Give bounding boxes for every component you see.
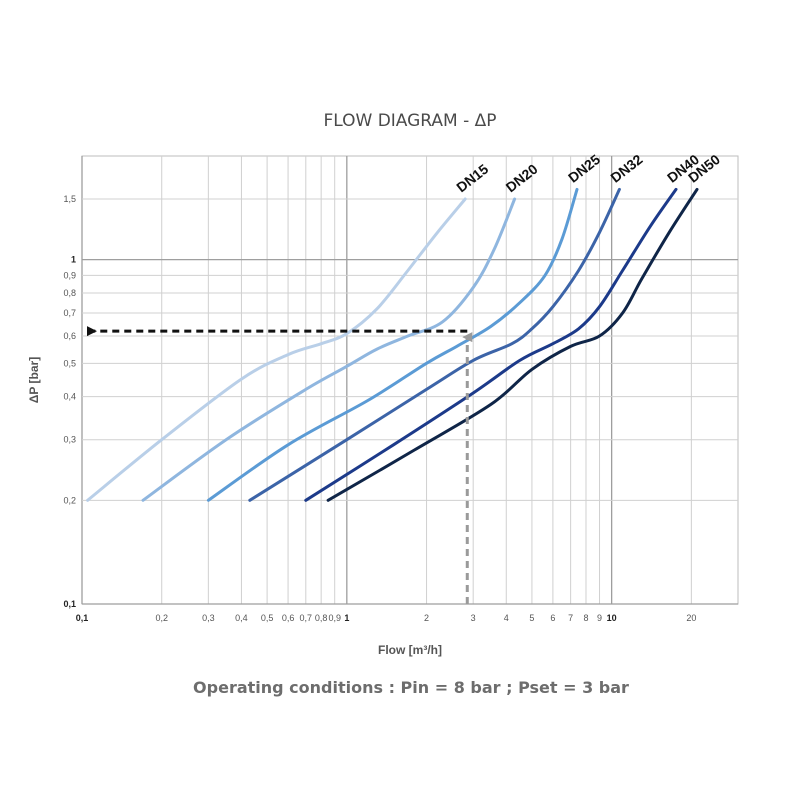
- x-tick-label: 0,2: [155, 613, 168, 623]
- y-tick-label: 0,5: [63, 358, 76, 368]
- y-axis-ticks: 0,1 0,2 0,3 0,4 0,5 0,6 0,7 0,8 0,9 1 1,5: [63, 194, 76, 609]
- x-tick-label: 4: [504, 613, 509, 623]
- series-line-dn50: [326, 187, 699, 502]
- series-line-dn40: [304, 187, 678, 502]
- series-label-dn15: DN15: [453, 161, 491, 196]
- x-tick-label: 5: [529, 613, 534, 623]
- y-tick-label: 0,2: [63, 495, 76, 505]
- x-axis-label: Flow [m³/h]: [378, 643, 442, 657]
- series-line-dn15: [86, 197, 467, 502]
- x-tick-label: 0,4: [235, 613, 248, 623]
- y-tick-label: 0,4: [63, 392, 76, 402]
- x-tick-label: 6: [550, 613, 555, 623]
- x-tick-label: 10: [607, 613, 617, 623]
- x-tick-label: 7: [568, 613, 573, 623]
- grid: [81, 155, 739, 605]
- x-tick-label: 0,5: [261, 613, 274, 623]
- series-line-dn25: [206, 187, 579, 502]
- y-tick-label: 0,3: [63, 435, 76, 445]
- series-lines: [86, 187, 699, 502]
- series-line-dn20: [141, 197, 517, 502]
- y-tick-label: 0,6: [63, 331, 76, 341]
- x-tick-label: 0,9: [328, 613, 341, 623]
- x-tick-label: 0,7: [300, 613, 313, 623]
- x-tick-label: 0,3: [202, 613, 215, 623]
- x-tick-label: 9: [597, 613, 602, 623]
- chart-title: FLOW DIAGRAM - ΔP: [323, 111, 496, 131]
- series-label-dn20: DN20: [503, 161, 541, 196]
- operating-point-annotation: [87, 326, 473, 604]
- x-tick-label: 3: [471, 613, 476, 623]
- y-tick-label: 0,7: [63, 308, 76, 318]
- series-line-dn32: [248, 187, 621, 502]
- y-axis-label: ΔP [bar]: [27, 357, 41, 403]
- plot-frame: [81, 155, 739, 605]
- y-tick-label: 1: [71, 255, 76, 265]
- x-tick-label: 0,1: [76, 613, 89, 623]
- y-tick-label: 0,8: [63, 288, 76, 298]
- x-tick-label: 2: [424, 613, 429, 623]
- y-tick-label: 1,5: [63, 194, 76, 204]
- x-tick-label: 1: [344, 613, 349, 623]
- operating-conditions-footer: Operating conditions : Pin = 8 bar ; Pse…: [193, 678, 629, 697]
- x-tick-label: 0,8: [315, 613, 328, 623]
- y-tick-label: 0,1: [63, 599, 76, 609]
- x-tick-label: 20: [686, 613, 696, 623]
- y-tick-label: 0,9: [63, 270, 76, 280]
- x-axis-ticks: 0,1 0,2 0,3 0,4 0,5 0,6 0,7 0,8 0,9 1 2 3 4 5 6 7 8 9 10 20: [76, 613, 697, 623]
- x-tick-label: 0,6: [282, 613, 295, 623]
- x-tick-label: 8: [583, 613, 588, 623]
